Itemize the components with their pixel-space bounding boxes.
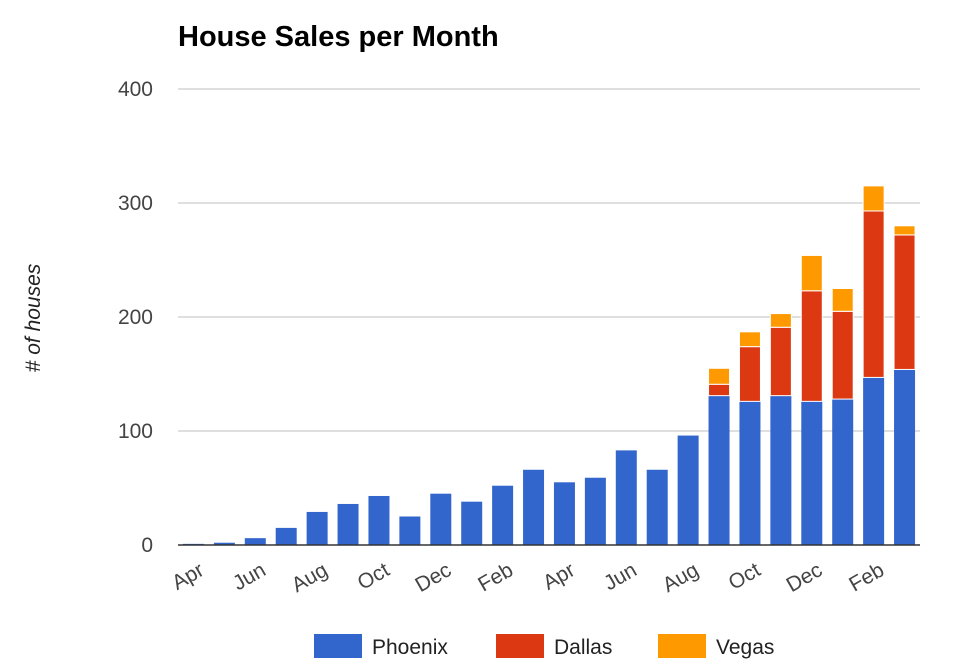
bar-vegas-17	[708, 367, 731, 385]
bar-phoenix-22	[863, 377, 885, 545]
bar-phoenix-15	[646, 469, 668, 545]
bar-dallas-18	[738, 346, 761, 402]
x-tick-label: Aug	[288, 558, 332, 597]
legend-swatch-phoenix	[314, 634, 362, 658]
x-tick-labels: Apr Jun Aug Oct Dec Feb Apr Jun Aug Oct Dec Feb	[168, 558, 888, 597]
x-tick-label: Feb	[845, 558, 888, 596]
y-tick-label: 200	[118, 306, 153, 329]
y-tick-label: 400	[118, 78, 153, 101]
y-tick-label: 0	[141, 534, 153, 557]
x-tick-label: Dec	[411, 558, 455, 597]
bar-phoenix-11	[523, 469, 545, 545]
x-tick-label: Apr	[168, 558, 208, 594]
x-tick-label: Oct	[725, 558, 765, 594]
legend: Phoenix Dallas Vegas	[314, 634, 774, 659]
legend-swatch-vegas	[658, 634, 706, 658]
y-tick-labels: 0 100 200 300 400	[118, 78, 153, 557]
bars	[182, 185, 916, 545]
chart-title: House Sales per Month	[178, 21, 499, 53]
x-tick-label: Jun	[229, 558, 270, 595]
bar-phoenix-17	[708, 395, 730, 545]
bar-phoenix-23	[894, 369, 916, 545]
x-tick-label: Dec	[782, 558, 826, 597]
x-tick-label: Apr	[539, 558, 579, 594]
bar-dallas-21	[831, 310, 854, 400]
bar-dallas-17	[708, 383, 731, 397]
bar-vegas-18	[738, 331, 761, 348]
bar-phoenix-18	[739, 401, 761, 545]
x-tick-label: Oct	[354, 558, 394, 594]
bar-phoenix-9	[461, 501, 483, 545]
bar-phoenix-13	[584, 477, 606, 545]
bar-phoenix-12	[553, 482, 575, 545]
x-tick-label: Aug	[659, 558, 703, 597]
bar-dallas-20	[800, 290, 823, 402]
y-tick-label: 100	[118, 420, 153, 443]
bar-phoenix-5	[337, 503, 359, 545]
bar-phoenix-4	[306, 511, 328, 545]
bar-vegas-23	[893, 225, 916, 236]
bar-dallas-23	[893, 234, 916, 370]
bar-phoenix-10	[492, 485, 514, 545]
x-tick-label: Feb	[474, 558, 517, 596]
bar-phoenix-7	[399, 516, 421, 545]
bar-vegas-22	[862, 185, 885, 212]
y-axis-label: # of houses	[22, 263, 45, 372]
y-tick-label: 300	[118, 192, 153, 215]
legend-label-phoenix: Phoenix	[372, 636, 448, 659]
bar-dallas-19	[769, 326, 792, 397]
legend-label-vegas: Vegas	[716, 636, 774, 659]
bar-phoenix-19	[770, 395, 792, 545]
bar-phoenix-8	[430, 493, 452, 545]
bar-phoenix-14	[615, 450, 637, 545]
bar-vegas-19	[769, 313, 792, 328]
bar-phoenix-6	[368, 495, 390, 545]
bar-phoenix-16	[677, 435, 699, 545]
bar-phoenix-20	[801, 401, 823, 545]
bar-vegas-21	[831, 288, 854, 312]
bar-phoenix-1	[213, 542, 235, 545]
bar-phoenix-2	[244, 538, 266, 545]
bar-vegas-20	[800, 254, 823, 292]
gridlines	[178, 88, 920, 432]
bar-dallas-22	[862, 210, 885, 378]
legend-swatch-dallas	[496, 634, 544, 658]
legend-label-dallas: Dallas	[554, 636, 612, 659]
bar-phoenix-3	[275, 527, 297, 545]
x-tick-label: Jun	[600, 558, 641, 595]
bar-phoenix-21	[832, 399, 854, 545]
